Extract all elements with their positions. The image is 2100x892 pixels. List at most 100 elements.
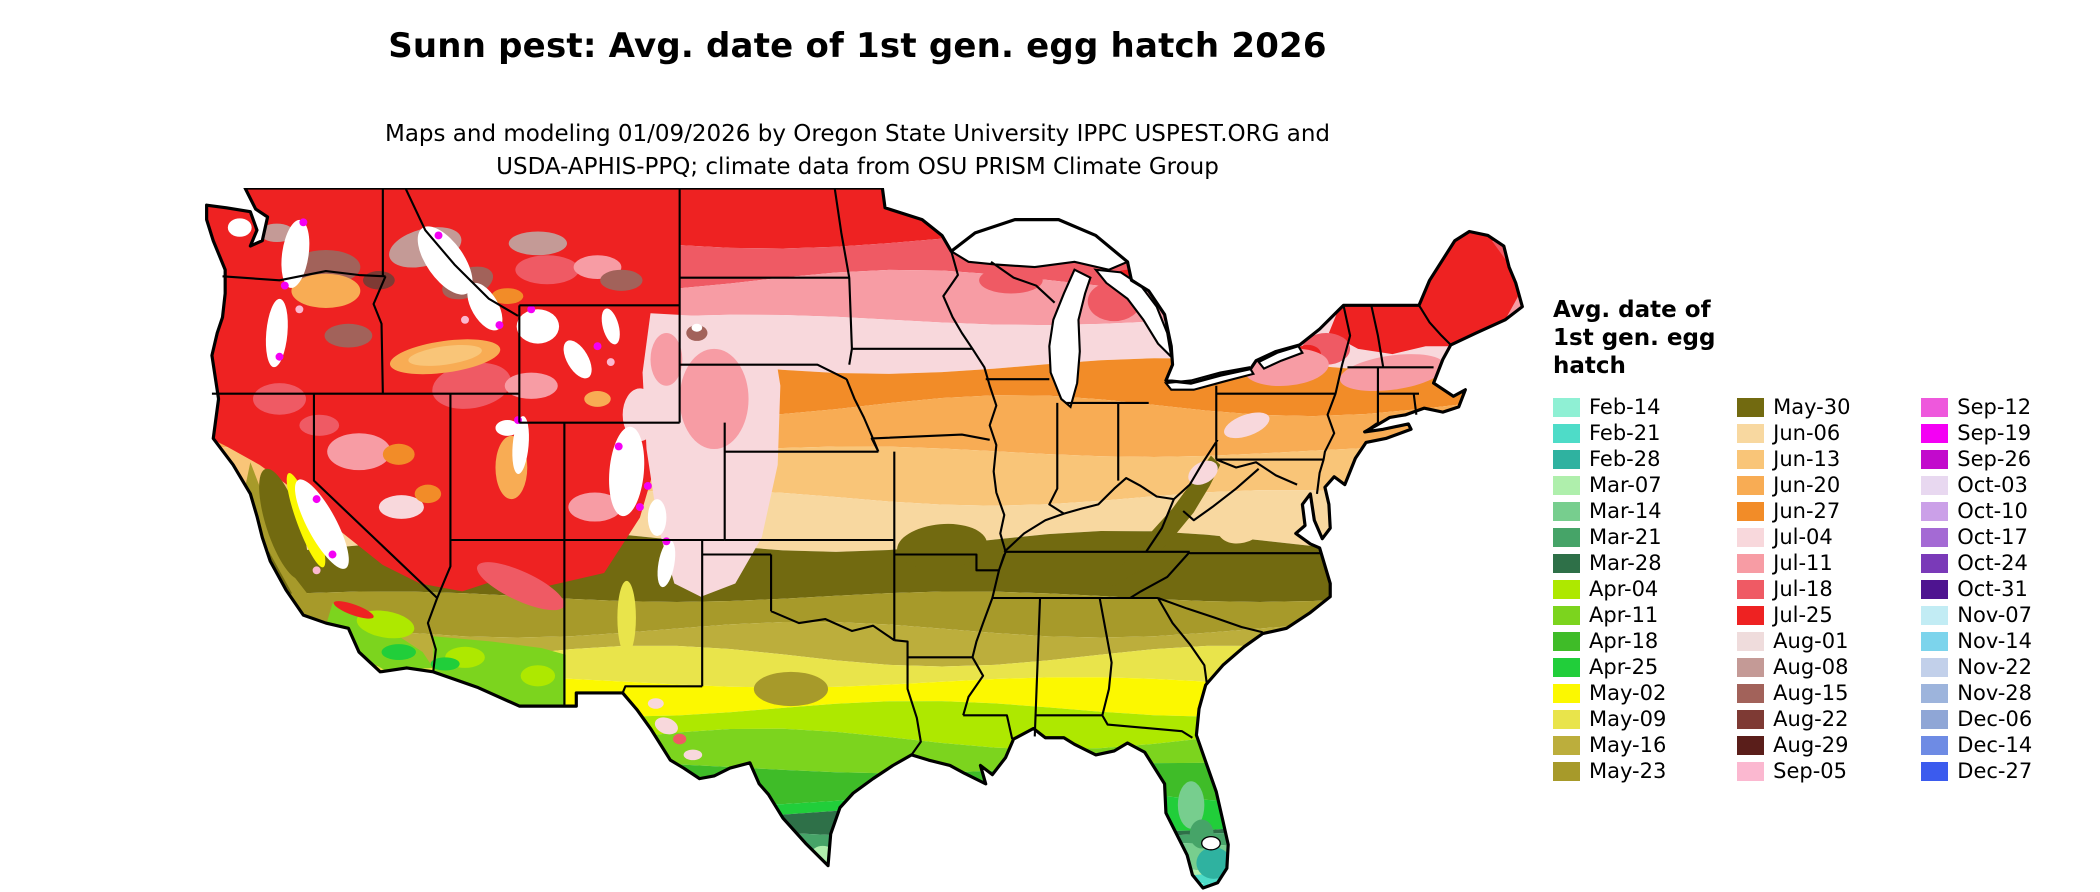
olympics-snow-patch: [227, 218, 252, 237]
legend-swatch: [1921, 553, 1949, 573]
color-patch: [568, 492, 622, 522]
color-patch: [291, 249, 361, 285]
color-patch: [635, 503, 644, 511]
legend-label: Jun-27: [1773, 499, 1841, 523]
legend-label: Aug-15: [1773, 681, 1849, 705]
color-patch: [1339, 354, 1446, 392]
legend-swatch: [1737, 657, 1765, 677]
legend-swatch: [1553, 449, 1580, 469]
legend-entry: Sep-19: [1921, 420, 2073, 446]
lake-superior: [949, 218, 1130, 271]
legend-label: Aug-08: [1773, 655, 1849, 679]
color-patch: [593, 342, 602, 351]
legend-swatch: [1553, 579, 1580, 599]
color-patch: [600, 269, 643, 291]
legend-label: Mar-07: [1589, 473, 1662, 497]
legend-swatch: [1921, 397, 1949, 417]
legend-swatch: [1737, 527, 1765, 547]
legend-swatch: [1553, 397, 1580, 417]
color-patch: [324, 323, 373, 348]
subtitle-line-1: Maps and modeling 01/09/2026 by Oregon S…: [384, 121, 1331, 147]
legend-swatch: [1921, 761, 1949, 781]
yellowstone-snow-patch: [516, 309, 560, 344]
legend-entry: Aug-15: [1737, 680, 1891, 706]
color-patch: [520, 665, 556, 687]
legend-entry: Oct-03: [1921, 472, 2073, 498]
legend-entry: Jun-27: [1737, 498, 1891, 524]
color-patch: [495, 321, 504, 330]
color-patch: [381, 644, 416, 660]
legend-swatch: [1921, 423, 1949, 443]
color-patch: [328, 550, 337, 559]
legend-entry: Jun-20: [1737, 472, 1891, 498]
legend-swatch: [1921, 527, 1949, 547]
color-patch: [650, 333, 683, 386]
legend-swatch: [1737, 553, 1765, 573]
legend-swatch: [1553, 475, 1580, 495]
legend-entry: Nov-14: [1921, 628, 2073, 654]
legend-swatch: [1553, 605, 1580, 625]
color-patch: [1196, 847, 1231, 879]
legend-entry: May-16: [1553, 732, 1707, 758]
color-patch: [584, 391, 611, 407]
legend-swatch: [1553, 657, 1580, 677]
legend-label: Dec-06: [1957, 707, 2033, 731]
legend-entry: Sep-12: [1921, 394, 2073, 420]
legend-swatch: [1737, 735, 1765, 755]
color-patch: [662, 537, 671, 546]
legend-swatch: [1737, 397, 1765, 417]
legend-label: Jul-18: [1773, 577, 1833, 601]
black-hills-patch: [686, 325, 708, 341]
color-patch: [643, 481, 652, 490]
color-patch: [1177, 781, 1205, 829]
us-map-figure: [200, 188, 1525, 892]
legend-swatch: [1921, 683, 1949, 703]
legend-label: Jun-06: [1773, 421, 1841, 445]
color-patch: [434, 231, 443, 240]
legend-swatch: [1553, 735, 1580, 755]
legend-label: Sep-26: [1957, 447, 2032, 471]
legend-label: Apr-25: [1589, 655, 1659, 679]
legend-label: Jul-11: [1773, 551, 1833, 575]
color-patch: [617, 580, 636, 655]
legend-entry: Dec-06: [1921, 706, 2073, 732]
color-patch: [327, 433, 391, 471]
legend-swatch: [1553, 683, 1580, 703]
legend-swatch: [1921, 709, 1949, 729]
color-patch: [679, 348, 749, 450]
color-patch: [333, 601, 374, 619]
band-May-16: [206, 622, 1523, 667]
band-Mar-21: [206, 831, 1523, 858]
band-Feb-28: [206, 868, 1523, 889]
legend-entry: Oct-31: [1921, 576, 2073, 602]
color-patch: [657, 540, 676, 588]
legend-entry: Mar-28: [1553, 550, 1707, 576]
legend-entry: Aug-29: [1737, 732, 1891, 758]
legend-entry: Jul-25: [1737, 602, 1891, 628]
us-outline: [205, 188, 1524, 890]
legend-swatch: [1553, 501, 1580, 521]
legend-swatch: [1737, 709, 1765, 729]
band-Feb-21: [206, 873, 1523, 889]
band-Apr-25: [206, 789, 1523, 832]
color-patch: [265, 298, 288, 368]
color-patch: [647, 499, 667, 537]
legend-entry: Sep-05: [1737, 758, 1891, 784]
color-patch: [647, 698, 664, 709]
legend-label: Jul-04: [1773, 525, 1833, 549]
color-patch: [606, 358, 615, 366]
legend-entry: Nov-28: [1921, 680, 2073, 706]
legend-swatch: [1553, 631, 1580, 651]
color-patch: [432, 362, 511, 409]
band-Mar-07: [206, 852, 1523, 879]
color-patch: [275, 352, 284, 361]
color-patch: [299, 218, 308, 227]
legend-entry: Apr-25: [1553, 654, 1707, 680]
legend-entry: Oct-10: [1921, 498, 2073, 524]
legend-entry: Apr-04: [1553, 576, 1707, 602]
legend-swatch: [1921, 631, 1949, 651]
legend-swatch: [1737, 761, 1765, 781]
map-legend: Avg. date of 1st gen. egg hatch Feb-14 Fe…: [1553, 296, 2073, 784]
color-patch: [362, 271, 395, 290]
legend-entry: May-23: [1553, 758, 1707, 784]
